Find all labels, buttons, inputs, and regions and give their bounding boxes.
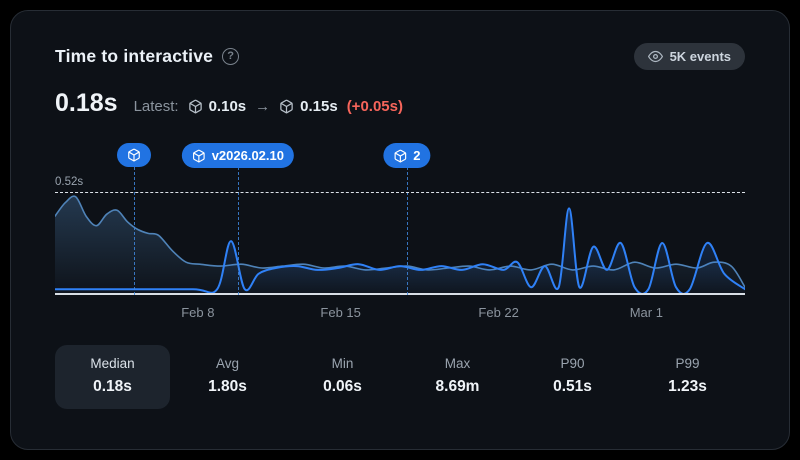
x-axis: Feb 8 Feb 15 Feb 22 Mar 1 — [55, 305, 745, 323]
latest-from-value: 0.10s — [208, 98, 247, 115]
median-metric-value: 0.18s — [55, 89, 118, 117]
stat-median[interactable]: Median 0.18s — [55, 345, 170, 409]
deployment-marker-line — [237, 157, 239, 295]
stats-row: Median 0.18s Avg 1.80s Min 0.06s Max 8.6… — [55, 345, 745, 409]
help-icon[interactable]: ? — [222, 47, 240, 65]
stat-value: 0.18s — [93, 378, 132, 395]
x-tick-label: Feb 22 — [478, 305, 519, 320]
card-header: Time to interactive ? 5K events — [55, 41, 745, 71]
page-title: Time to interactive — [55, 45, 214, 66]
deployment-badge[interactable]: v2026.02.10 — [181, 143, 294, 168]
x-tick-label: Feb 15 — [320, 305, 361, 320]
stat-label: Avg — [215, 356, 240, 371]
metric-row: 0.18s Latest: 0.10s → 0.15s (+0.05s) — [55, 89, 745, 119]
deployment-badge-label: v2026.02.10 — [211, 148, 284, 163]
stat-value: 8.69m — [435, 378, 480, 395]
stat-label: Min — [331, 356, 354, 371]
tti-metric-card: Time to interactive ? 5K events 0.18s La… — [10, 10, 790, 450]
stat-min[interactable]: Min 0.06s — [285, 345, 400, 409]
arrow-right-icon: → — [255, 98, 271, 115]
eye-icon — [648, 49, 663, 64]
latest-comparison: Latest: 0.10s → 0.15s (+0.05s) — [134, 98, 403, 115]
package-icon — [127, 148, 141, 162]
stat-label: P90 — [560, 356, 585, 371]
chart-region: v2026.02.10 2 0.52s Feb 8 Feb 15 Feb 22 … — [55, 143, 745, 323]
latest-to-value: 0.15s — [300, 98, 338, 115]
latest-to: 0.15s — [279, 98, 338, 115]
stat-value: 1.80s — [208, 378, 247, 395]
stat-value: 0.06s — [323, 378, 362, 395]
events-button[interactable]: 5K events — [633, 42, 745, 70]
stat-value: 1.23s — [668, 378, 707, 395]
package-icon — [393, 149, 407, 163]
stat-avg[interactable]: Avg 1.80s — [170, 345, 285, 409]
stat-value: 0.51s — [553, 378, 592, 395]
deployment-marker-line — [133, 157, 135, 295]
stat-p90[interactable]: P90 0.51s — [515, 345, 630, 409]
delta-value: (+0.05s) — [346, 98, 403, 115]
events-count-label: 5K events — [669, 48, 731, 64]
deployment-marker-line — [406, 157, 408, 295]
threshold-line — [55, 192, 745, 193]
tti-chart[interactable] — [55, 193, 745, 293]
package-icon — [279, 99, 294, 114]
latest-label: Latest: — [133, 98, 179, 115]
deployment-badge[interactable]: 2 — [383, 143, 431, 168]
latest-from: 0.10s — [188, 98, 247, 115]
package-icon — [188, 99, 203, 114]
deployment-badges-row: v2026.02.10 2 — [55, 143, 745, 171]
stat-p99[interactable]: P99 1.23s — [630, 345, 745, 409]
deployment-badge[interactable] — [116, 143, 151, 167]
threshold-label: 0.52s — [55, 176, 84, 188]
stat-max[interactable]: Max 8.69m — [400, 345, 515, 409]
chart-area: 0.52s — [55, 176, 745, 295]
deployment-badge-label: 2 — [413, 148, 421, 163]
stat-label: Max — [444, 356, 471, 371]
x-tick-label: Mar 1 — [629, 305, 663, 320]
package-icon — [192, 149, 206, 163]
stat-label: P99 — [675, 356, 700, 371]
stat-label: Median — [90, 356, 135, 371]
x-tick-label: Feb 8 — [181, 305, 215, 320]
